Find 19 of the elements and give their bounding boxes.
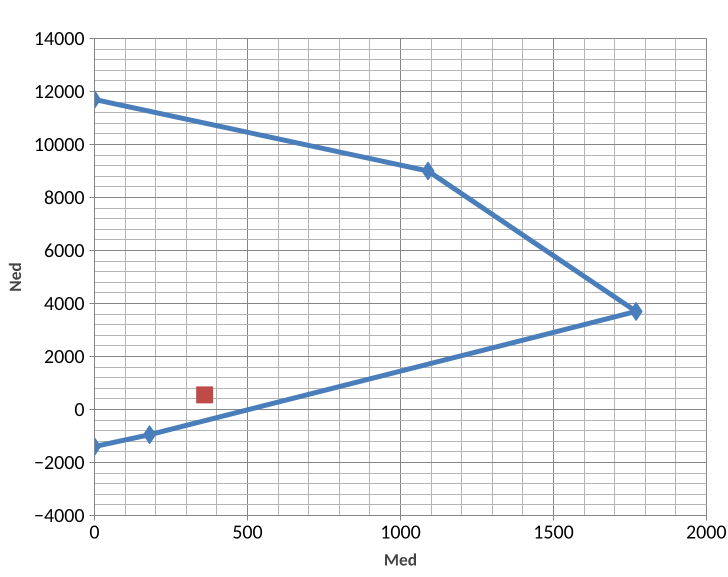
x-tick-label: 0 xyxy=(89,520,100,544)
y-tick-label: −2000 xyxy=(34,451,85,475)
y-tick-label: 4000 xyxy=(44,292,84,316)
y-axis-title: Ned xyxy=(4,262,26,292)
y-tick-label: 0 xyxy=(74,398,85,422)
point xyxy=(422,162,435,180)
y-tick-label: −4000 xyxy=(34,504,85,528)
x-tick-label: 500 xyxy=(232,520,263,544)
y-tick-label: 10000 xyxy=(34,133,85,157)
x-tick-label: 2000 xyxy=(686,520,726,544)
x-axis-title: Med xyxy=(384,548,418,570)
y-tick-label: 12000 xyxy=(34,80,85,104)
x-tick-label: 1500 xyxy=(533,520,574,544)
y-tick-label: 6000 xyxy=(44,239,84,263)
x-tick-label: 1000 xyxy=(380,520,421,544)
y-tick-label: 14000 xyxy=(34,27,85,51)
y-tick-label: 8000 xyxy=(44,186,84,210)
point xyxy=(196,386,214,404)
y-tick-label: 2000 xyxy=(44,345,84,369)
